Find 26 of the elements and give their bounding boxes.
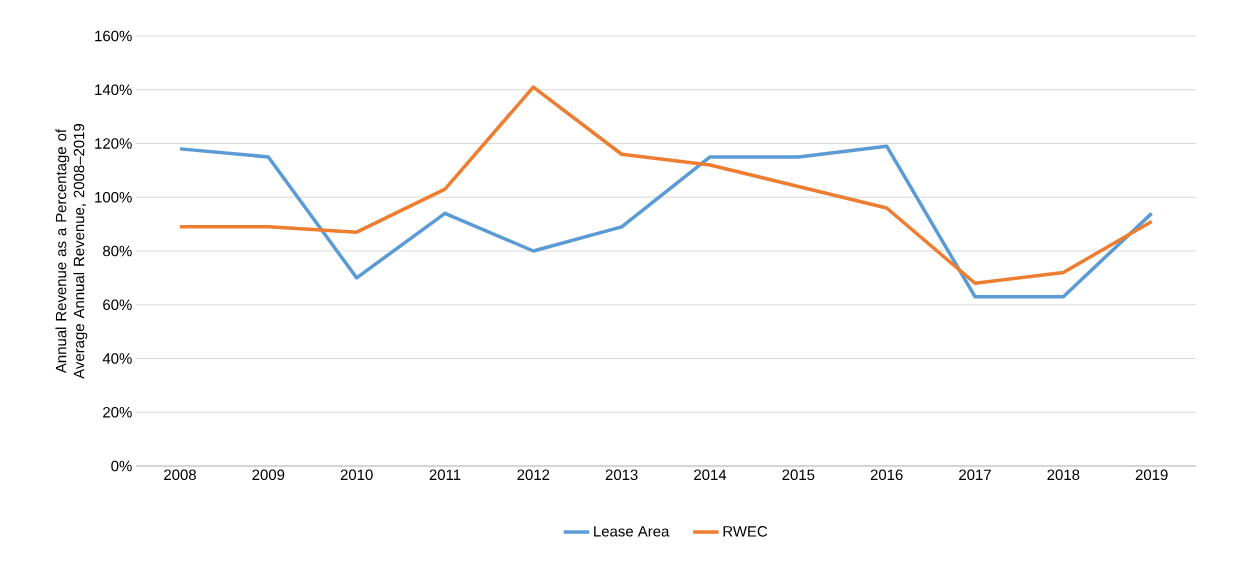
- x-tick-label: 2010: [340, 469, 373, 481]
- x-tick-label: 2011: [429, 469, 461, 481]
- x-tick-label: 2009: [252, 469, 285, 481]
- x-tick-label: 2019: [1135, 469, 1168, 481]
- x-tick-label: 2016: [870, 469, 903, 481]
- x-tick-label: 2014: [694, 469, 727, 481]
- y-tick-label: 120%: [95, 138, 132, 149]
- y-tick-label: 20%: [103, 406, 132, 418]
- y-tick-label: 0%: [111, 460, 132, 472]
- legend-label: RWEC: [723, 526, 768, 537]
- y-tick-label: 60%: [103, 299, 132, 311]
- y-tick-label: 40%: [102, 353, 132, 364]
- y-tick-label: 80%: [103, 245, 132, 257]
- y-tick-label: 140%: [95, 84, 132, 96]
- x-tick-label: 2015: [782, 469, 815, 481]
- x-tick-label: 2013: [605, 469, 638, 481]
- y-tick-label: 160%: [95, 30, 132, 42]
- y-axis-title: Annual Revenue as a Percentage of Average Annual Revenue, 2008–2019: [55, 123, 88, 379]
- x-tick-label: 2012: [517, 469, 550, 481]
- legend-label: Lease Area: [594, 526, 670, 537]
- y-tick-label: 100%: [95, 191, 132, 203]
- line-series: [178, 144, 1154, 299]
- x-tick-label: 2008: [164, 469, 196, 481]
- line-series: [178, 85, 1154, 285]
- x-tick-label: 2018: [1047, 469, 1080, 481]
- x-tick-label: 2017: [959, 469, 991, 481]
